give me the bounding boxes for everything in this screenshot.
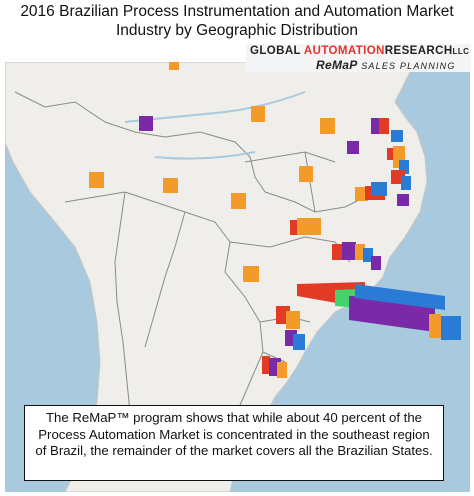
chart-title: 2016 Brazilian Process Instrumentation a…: [0, 2, 474, 40]
caption-line-2: Process Automation Market is concentrate…: [38, 426, 430, 442]
market-bars: [89, 62, 461, 378]
bar-mg-3: [355, 244, 365, 260]
bar-rj-blue: [355, 284, 445, 310]
bar-al-2: [401, 176, 411, 190]
bar-mg-1: [332, 244, 344, 260]
bar-mato-grosso-sul: [243, 266, 259, 282]
bar-pe-2: [399, 160, 409, 174]
bar-goias-2: [297, 218, 321, 235]
bar-sc-2: [293, 334, 305, 350]
bar-acre: [89, 172, 104, 188]
bar-rs-1: [262, 356, 270, 374]
bar-para-e: [320, 118, 335, 134]
bar-rj-orange: [429, 314, 441, 338]
bar-tocantins: [299, 166, 313, 182]
bar-goias: [290, 220, 298, 235]
bar-amazonas-c: [251, 106, 265, 122]
bar-ba-2: [371, 182, 387, 196]
bar-amazonas-nw: [139, 116, 153, 131]
bar-piaui: [355, 187, 368, 201]
logo-remap: ReMaP: [316, 58, 358, 72]
caption-line-1: The ReMaP™ program shows that while abou…: [45, 410, 423, 425]
bar-mg-4: [363, 248, 373, 262]
bar-mato-grosso: [231, 193, 246, 209]
bar-rn: [391, 130, 403, 142]
bar-es: [371, 256, 381, 270]
title-line-1: 2016 Brazilian Process Instrumentation a…: [20, 3, 454, 20]
bar-se: [397, 194, 409, 206]
bar-rj-blue-end: [441, 316, 461, 340]
bar-rondonia: [163, 178, 178, 193]
title-line-2: Industry by Geographic Distribution: [115, 22, 359, 39]
rivers: [124, 91, 306, 160]
land-mass: [5, 62, 428, 492]
bar-parana-2: [286, 311, 300, 329]
logo-line-1: GLOBAL AUTOMATIONRESEARCHLLC: [250, 45, 469, 57]
logo-line-2: ReMaP SALES PLANNING: [316, 58, 456, 72]
logo-llc: LLC: [452, 47, 470, 56]
caption-line-3: of Brazil, the remainder of the market c…: [35, 443, 433, 458]
borders: [14, 91, 376, 463]
bar-maranhao: [347, 141, 359, 154]
bar-roraima: [169, 62, 179, 70]
bar-mg-2: [342, 242, 356, 260]
logo-sales-planning: SALES PLANNING: [357, 61, 456, 71]
caption-box: The ReMaP™ program shows that while abou…: [24, 405, 444, 481]
logo-research: RESEARCH: [384, 45, 453, 57]
brand-logo: GLOBAL AUTOMATIONRESEARCHLLC ReMaP SALES…: [246, 44, 471, 72]
logo-automation: AUTOMATION: [303, 45, 385, 57]
bar-ceara-2: [379, 118, 389, 134]
logo-global: GLOBAL: [250, 45, 304, 57]
bar-rs-3: [277, 362, 287, 378]
